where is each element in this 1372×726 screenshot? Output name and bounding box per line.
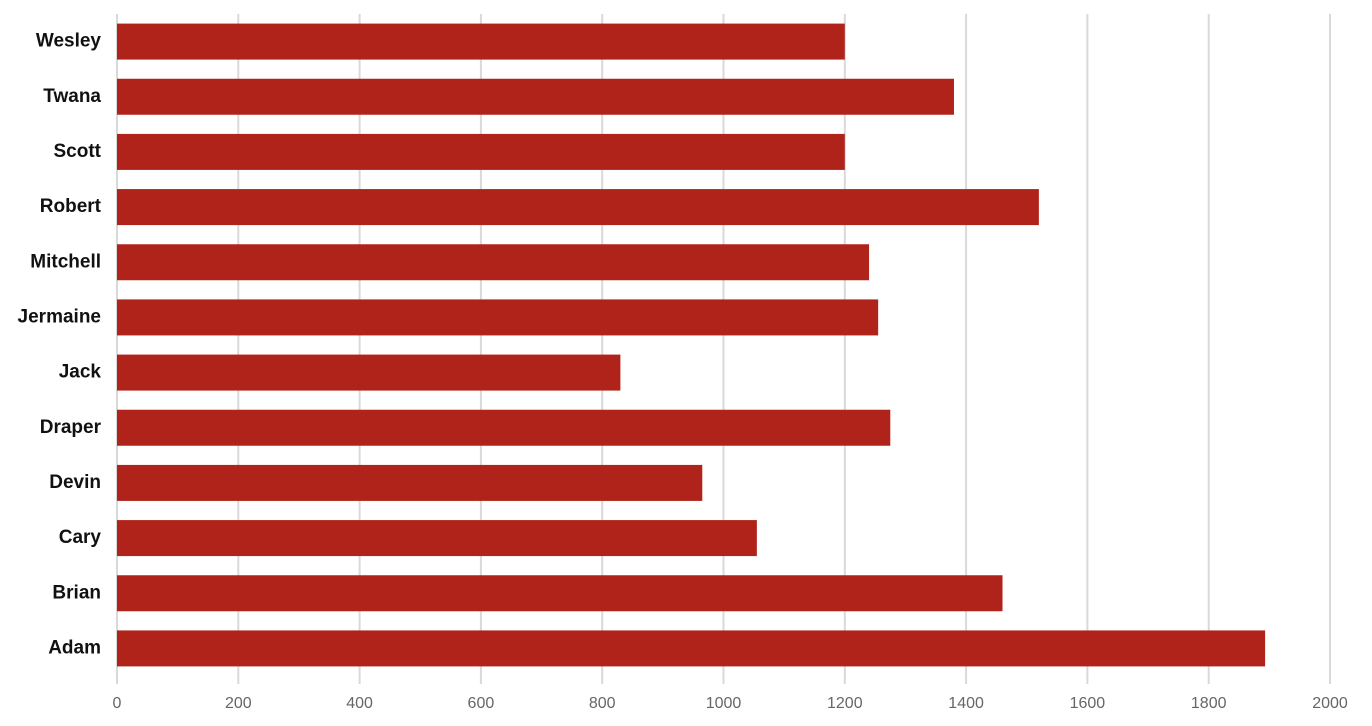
x-tick-label: 600 [468,695,495,712]
y-tick-label: Adam [48,637,101,658]
y-tick-label: Scott [54,141,102,162]
x-tick-label: 1400 [948,695,984,712]
bar [117,23,845,60]
bar [117,354,621,391]
x-tick-label: 800 [589,695,616,712]
y-tick-label: Devin [49,472,101,493]
x-tick-label: 1000 [706,695,742,712]
bar [117,575,1003,612]
y-tick-label: Twana [43,86,101,107]
y-tick-label: Brian [52,582,101,603]
x-tick-label: 400 [346,695,373,712]
bar [117,630,1266,667]
x-tick-label: 1200 [827,695,863,712]
bar [117,409,891,446]
x-tick-label: 1600 [1070,695,1106,712]
y-tick-label: Robert [40,196,102,217]
y-tick-label: Cary [59,527,102,548]
y-tick-label: Jermaine [18,306,101,327]
x-tick-label: 1800 [1191,695,1227,712]
x-tick-label: 2000 [1312,695,1348,712]
y-tick-label: Mitchell [30,251,101,272]
x-tick-label: 0 [113,695,122,712]
bar [117,464,703,501]
y-tick-label: Wesley [36,31,102,52]
x-tick-label: 200 [225,695,252,712]
bar [117,133,845,170]
bar [117,299,879,336]
y-tick-label: Draper [40,417,102,438]
y-tick-label: Jack [59,362,102,383]
bar [117,520,757,557]
bar [117,244,870,281]
bar [117,78,954,115]
bar [117,189,1039,226]
